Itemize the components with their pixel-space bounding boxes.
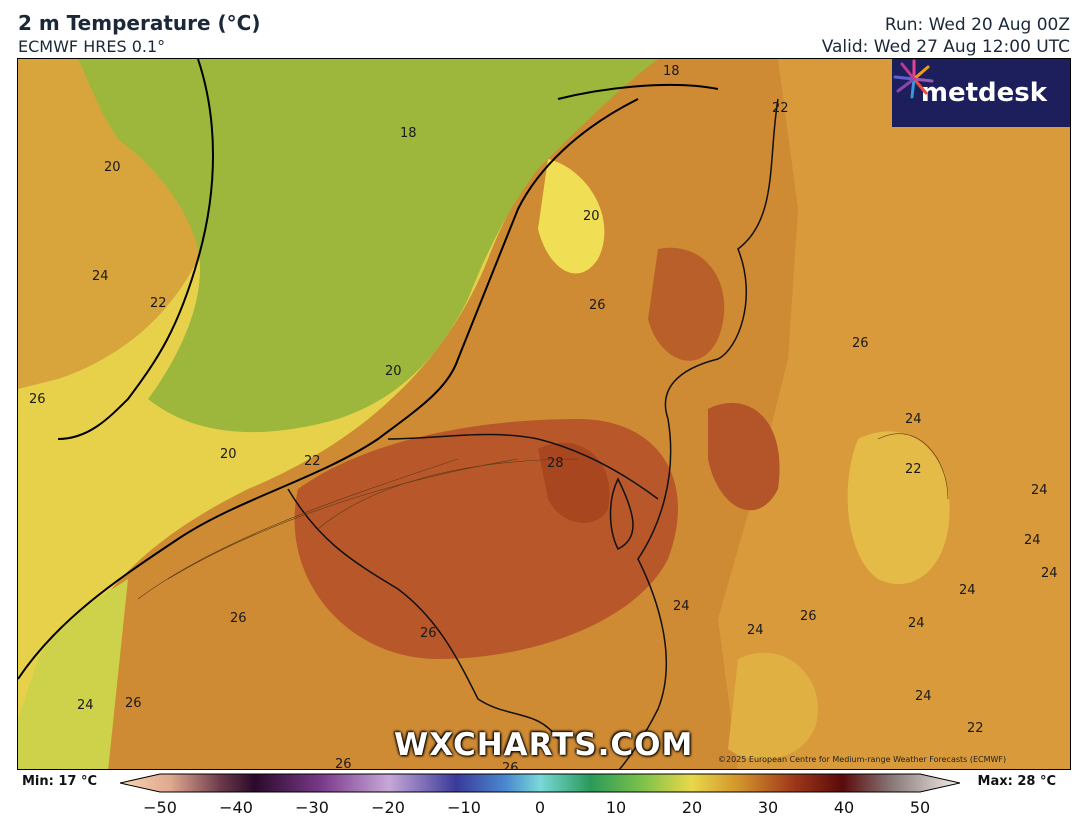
color-scale-bar <box>120 773 960 793</box>
contour-label: 28 <box>547 456 564 471</box>
east-cool-patch <box>847 431 950 585</box>
contour-label: 24 <box>915 689 932 704</box>
scale-tick: 30 <box>757 798 779 817</box>
max-temp-label: Max: 28 °C <box>977 774 1056 789</box>
scale-tick: −20 <box>371 798 405 817</box>
min-temp-label: Min: 17 °C <box>22 774 98 789</box>
contour-label: 22 <box>304 454 321 469</box>
contour-label: 26 <box>800 609 817 624</box>
contour-label: 20 <box>220 447 237 462</box>
contour-label: 24 <box>1024 533 1041 548</box>
contour-label: 26 <box>230 611 247 626</box>
britain-coastline <box>57 59 214 440</box>
contour-26 <box>167 458 519 580</box>
temperature-field <box>18 59 1070 769</box>
contour-label: 18 <box>400 126 417 141</box>
contour-label: 24 <box>673 599 690 614</box>
chart-title: 2 m Temperature (°C) <box>18 11 261 35</box>
contour-label: 24 <box>77 698 94 713</box>
scale-tick: −10 <box>447 798 481 817</box>
ijsselmeer-patch <box>538 159 605 274</box>
contour-label: 20 <box>583 209 600 224</box>
run-label: Run: Wed 20 Aug 00Z <box>884 15 1070 35</box>
contour-label: 22 <box>772 101 789 116</box>
contour-label: 20 <box>104 160 121 175</box>
contour-24 <box>137 458 459 600</box>
scale-tick: −40 <box>219 798 253 817</box>
contour-label: 18 <box>663 64 680 79</box>
hottest-core <box>538 442 610 523</box>
scale-tick: 10 <box>605 798 627 817</box>
contour-label: 26 <box>335 757 352 770</box>
scale-tick: −30 <box>295 798 329 817</box>
scale-tick: 50 <box>909 798 931 817</box>
channel-sea <box>18 579 128 769</box>
valid-label: Valid: Wed 27 Aug 12:00 UTC <box>821 37 1070 57</box>
contour-label: 24 <box>1031 483 1048 498</box>
contour-22-east <box>877 433 949 500</box>
contour-label: 26 <box>589 298 606 313</box>
contour-label: 24 <box>959 583 976 598</box>
contour-label: 22 <box>967 721 984 736</box>
contour-label: 22 <box>905 462 922 477</box>
north-hot-patch <box>648 247 725 361</box>
north-sea <box>78 59 658 433</box>
contour-label: 24 <box>92 269 109 284</box>
contour-label: 24 <box>908 616 925 631</box>
france-border <box>287 488 559 740</box>
east-land <box>718 59 1070 769</box>
contour-label: 24 <box>1041 566 1058 581</box>
metdesk-logo: metdesk <box>892 59 1070 127</box>
wxcharts-watermark: WXCHARTS.COM <box>394 727 694 763</box>
scale-tick: −50 <box>143 798 177 817</box>
contour-label: 22 <box>150 296 167 311</box>
logo-text: metdesk <box>920 78 1048 108</box>
central-hot-patch <box>708 402 780 511</box>
starburst-logo-icon <box>893 59 934 99</box>
continent-coastline <box>18 98 639 680</box>
contour-28 <box>317 458 579 530</box>
contour-label: 20 <box>385 364 402 379</box>
belgium-border <box>387 433 659 500</box>
contour-label: 26 <box>29 392 46 407</box>
model-label: ECMWF HRES 0.1° <box>18 37 166 56</box>
wadden-coast <box>557 83 719 100</box>
ecmwf-copyright: ©2025 European Centre for Medium-range W… <box>718 755 1007 764</box>
scale-tick: 0 <box>534 798 546 817</box>
luxembourg-border <box>609 477 634 551</box>
contour-label: 26 <box>852 336 869 351</box>
scale-tick: 20 <box>681 798 703 817</box>
contour-label: 24 <box>747 623 764 638</box>
contour-label: 26 <box>502 761 519 770</box>
contour-label: 26 <box>420 626 437 641</box>
german-western-border <box>618 98 779 769</box>
contour-label: 26 <box>125 696 142 711</box>
contour-label: 24 <box>905 412 922 427</box>
temperature-map: metdesk 18 18 20 20 20 20 22 22 24 26 26… <box>17 58 1071 770</box>
southeast-cool-patch <box>728 652 818 760</box>
scale-tick: 40 <box>833 798 855 817</box>
